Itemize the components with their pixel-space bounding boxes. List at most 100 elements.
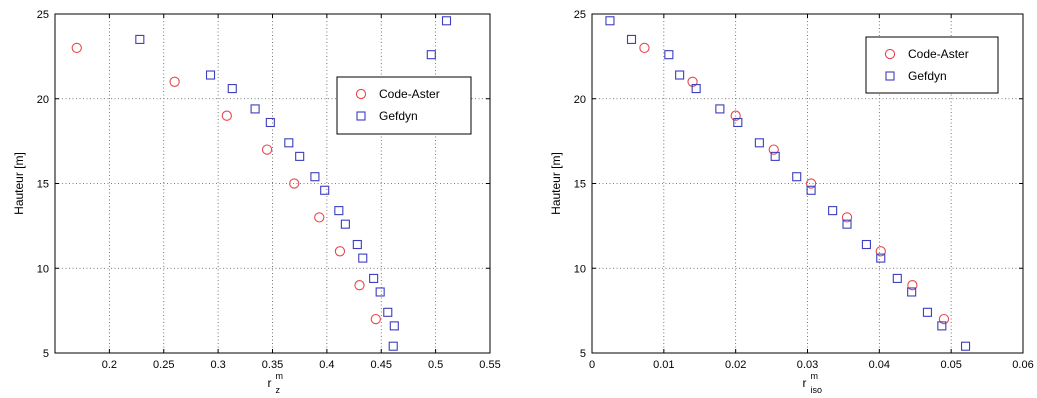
chart-2: 0 0.01 0.02 0.03 0.04 0.05 0.06 5 10 15 20 25 Hauteu… xyxy=(549,9,1034,395)
x-tick-label: 0.06 xyxy=(1012,359,1033,371)
x-axis-label-subscript: z xyxy=(276,385,281,395)
x-tick-label: 0.03 xyxy=(797,359,818,371)
data-point xyxy=(960,341,971,351)
x-axis-label: r xyxy=(803,376,807,390)
legend-entry: Code-Aster xyxy=(908,47,969,61)
x-tick-label: 0.02 xyxy=(725,359,746,371)
x-axis-label-superscript: m xyxy=(811,371,819,381)
data-point xyxy=(284,138,294,148)
data-point xyxy=(227,84,237,94)
chart-1: 0.2 0.25 0.3 0.35 0.4 0.45 0.5 0.55 5 10 15 20 25 Hau… xyxy=(12,9,501,395)
legend-box xyxy=(865,36,999,94)
data-point xyxy=(938,313,950,325)
y-tick-label: 5 xyxy=(43,348,49,360)
data-point xyxy=(892,273,902,283)
data-point xyxy=(626,34,637,44)
data-point xyxy=(314,212,325,223)
data-point xyxy=(937,321,947,331)
data-point xyxy=(922,307,933,317)
data-point xyxy=(441,16,452,26)
x-tick-label: 0.4 xyxy=(319,359,334,371)
data-point xyxy=(768,144,779,155)
data-point xyxy=(691,84,701,94)
x-tick-label: 0.01 xyxy=(653,359,674,371)
y-tick-label: 15 xyxy=(574,179,586,191)
data-point xyxy=(828,206,838,216)
data-point xyxy=(250,104,260,114)
data-point xyxy=(289,178,300,189)
data-point xyxy=(842,219,852,229)
y-tick-label: 20 xyxy=(574,94,586,106)
data-point xyxy=(358,253,368,263)
y-tick-label: 25 xyxy=(574,9,586,21)
data-point xyxy=(352,239,362,250)
data-point xyxy=(389,321,399,331)
data-point xyxy=(715,104,725,114)
data-point xyxy=(675,70,685,80)
y-axis-label: Hauteur [m] xyxy=(549,152,563,215)
data-point xyxy=(754,138,764,148)
y-tick-label: 25 xyxy=(37,9,49,21)
data-point xyxy=(265,117,275,128)
legend-box xyxy=(336,76,472,135)
data-point xyxy=(805,178,817,189)
data-point xyxy=(841,212,853,223)
series-code-aster xyxy=(639,42,950,325)
data-point xyxy=(370,313,381,325)
x-tick-label: 0.3 xyxy=(210,359,225,371)
y-tick-label: 15 xyxy=(37,179,49,191)
x-axis-label: r xyxy=(268,376,272,390)
data-point xyxy=(664,50,674,60)
series-code-aster xyxy=(71,42,381,325)
y-axis-label: Hauteur [m] xyxy=(12,152,26,215)
x-tick-label: 0.2 xyxy=(102,359,117,371)
data-point xyxy=(426,50,436,60)
data-point xyxy=(205,70,216,80)
data-point xyxy=(221,110,232,121)
legend: Code-Aster Gefdyn xyxy=(336,76,472,135)
x-axis-label-subscript: iso xyxy=(811,385,823,395)
data-point xyxy=(639,42,650,54)
x-tick-label: 0.45 xyxy=(371,359,392,371)
data-point xyxy=(861,239,871,250)
data-point xyxy=(169,76,180,87)
data-point xyxy=(320,185,330,195)
legend-entry: Gefdyn xyxy=(379,109,418,123)
series-gefdyn xyxy=(135,16,452,351)
series-gefdyn xyxy=(605,16,971,351)
data-point xyxy=(261,144,273,155)
legend-marker xyxy=(355,88,367,100)
data-point xyxy=(310,172,320,182)
x-tick-label: 0 xyxy=(589,359,595,371)
x-tick-label: 0.35 xyxy=(262,359,283,371)
y-tick-label: 20 xyxy=(37,94,49,106)
data-point xyxy=(605,16,615,26)
data-point xyxy=(388,341,398,351)
data-point xyxy=(340,219,350,229)
x-tick-label: 0.04 xyxy=(869,359,890,371)
data-point xyxy=(334,246,346,257)
y-tick-label: 10 xyxy=(37,263,49,275)
y-tick-label: 5 xyxy=(580,348,586,360)
data-point xyxy=(375,287,385,297)
legend: Code-Aster Gefdyn xyxy=(865,36,999,94)
data-point xyxy=(334,206,344,216)
legend-entry: Gefdyn xyxy=(908,69,947,83)
x-axis-label-superscript: m xyxy=(276,371,284,381)
data-point xyxy=(806,185,816,195)
x-tick-label: 0.25 xyxy=(153,359,174,371)
legend-marker xyxy=(884,48,896,60)
data-point xyxy=(730,110,741,121)
data-point xyxy=(383,307,393,317)
data-point xyxy=(907,280,918,291)
legend-marker xyxy=(356,111,366,121)
data-point xyxy=(792,172,802,182)
data-point xyxy=(295,151,305,161)
legend-entry: Code-Aster xyxy=(379,87,440,101)
y-tick-label: 10 xyxy=(574,263,586,275)
data-point xyxy=(907,287,917,297)
data-point xyxy=(354,280,365,291)
data-point xyxy=(71,42,82,54)
data-point xyxy=(135,34,145,44)
